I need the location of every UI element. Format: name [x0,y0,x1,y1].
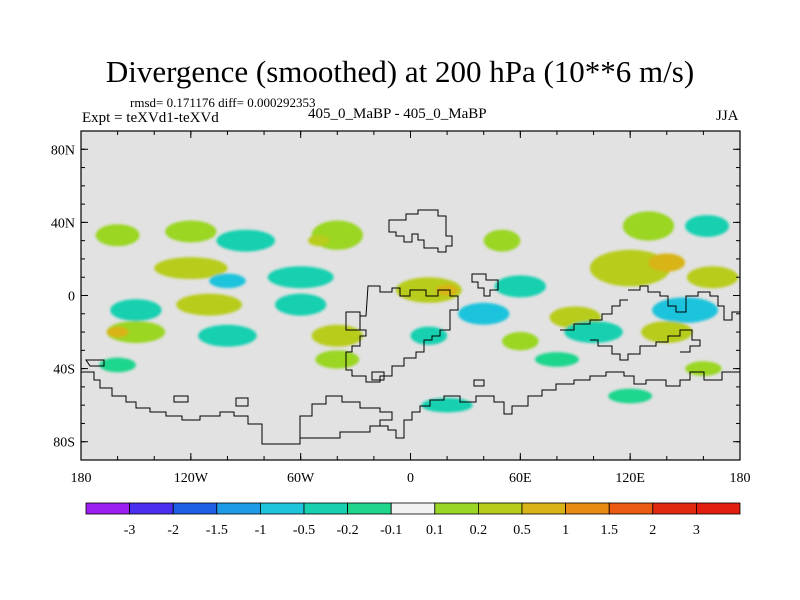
colorbar-swatch [652,502,697,515]
field-blob [106,321,166,344]
colorbar-label: 0.5 [513,523,531,538]
field-blob [95,224,140,247]
y-tick-label: 0 [68,290,75,305]
field-blob [106,326,129,338]
colorbar-label: 3 [693,523,700,538]
field-blob [311,324,363,347]
colorbar-swatch [696,502,741,515]
colorbar-label: -1.5 [206,523,228,538]
field-blob [685,361,722,376]
colorbar-label: -0.5 [293,523,315,538]
colorbar-label: 0.2 [470,523,488,538]
colorbar-label: -0.2 [337,523,359,538]
field-blob [99,357,136,373]
experiment-label: Expt = teXVd1-teXVd [82,110,219,126]
colorbar-swatch [85,502,130,515]
field-blob [267,266,334,289]
colorbar-label: -2 [167,523,179,538]
field-blob [165,220,217,243]
y-tick-label: 80S [53,436,75,451]
field-blob [275,293,327,316]
y-tick-label: 80N [51,143,75,158]
field-blob [458,302,510,325]
field-blob [395,277,462,303]
field-blob [154,257,228,280]
x-tick-label: 60E [509,471,532,486]
colorbar-swatch [521,502,566,515]
field-blob [608,388,653,404]
colorbar-label: -0.1 [380,523,402,538]
field-blob [209,273,246,289]
field-blob [648,253,686,272]
colorbar: -3 -2 -1.5 -1 -0.5 -0.2 -0.1 0.1 0.2 0.5 1 1.5 2 3 [85,502,741,538]
field-blob [483,229,521,252]
field-blob [652,297,719,323]
colorbar-swatch [216,502,261,515]
x-tick-label: 180 [730,471,751,486]
rmsd-diff-stats: rmsd= 0.171176 diff= 0.000292353 [130,95,316,110]
field-blob [564,321,623,344]
colorbar-label: 1.5 [600,523,618,538]
field-blob [534,352,579,367]
season-label: JJA [716,108,739,124]
difference-label: 405_0_MaBP - 405_0_MaBP [308,106,487,122]
colorbar-label: 1 [562,523,569,538]
field-blob [421,397,473,413]
field-blob [502,332,539,351]
field-blob [198,324,257,347]
field-blob [315,350,360,369]
colorbar-swatch [129,502,174,515]
colorbar-label: -3 [124,523,136,538]
colorbar-swatch [565,502,610,515]
field-blob [110,299,162,322]
field-blob [494,275,546,298]
colorbar-swatch [477,502,523,515]
colorbar-swatch [434,502,479,515]
colorbar-label: -1 [255,523,267,538]
colorbar-swatch [303,502,348,515]
x-tick-label: 60W [287,471,315,486]
field-blob [686,266,739,289]
x-tick-label: 120W [174,471,209,486]
colorbar-label: 2 [649,523,656,538]
colorbar-swatch [608,502,654,515]
field-blob [307,235,330,247]
field-blob [176,293,243,316]
colorbar-swatch [390,502,436,515]
field-blob [410,326,448,345]
field-blob [622,211,675,241]
colorbar-swatch [347,502,392,515]
field-blob [641,321,693,344]
field-blob [216,229,276,252]
colorbar-label: 0.1 [426,523,444,538]
colorbar-swatch [259,502,305,515]
y-tick-label: 40S [53,363,75,378]
x-tick-label: 0 [407,471,414,486]
divergence-field [95,211,739,413]
x-tick-label: 120E [615,471,645,486]
x-tick-label: 180 [71,471,92,486]
coastlines [81,209,740,445]
colorbar-swatch [172,502,218,515]
field-blob [685,215,730,238]
map-axes: 180 120W 60W 0 60E 120E 180 80N 40N 0 40S 80S [51,130,751,486]
y-tick-label: 40N [51,216,75,231]
chart-title: Divergence (smoothed) at 200 hPa (10**6 … [105,54,695,89]
